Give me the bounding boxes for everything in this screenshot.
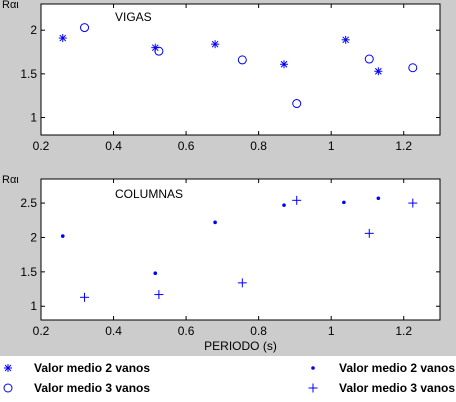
x-tick-label: 0.8	[250, 324, 267, 338]
x-tick-label: 1	[328, 324, 335, 338]
plus-marker-icon	[308, 383, 318, 393]
data-point-asterisk	[374, 67, 383, 76]
y-tick-label: 1	[30, 111, 37, 125]
x-tick-label: 0.6	[178, 139, 195, 153]
data-point-asterisk-stroke	[151, 44, 159, 52]
legend: Valor medio 2 vanos Valor medio 3 vanos …	[0, 356, 456, 402]
data-point-dot	[60, 234, 65, 238]
x-axis-label: PERIODO (s)	[204, 339, 277, 353]
data-point-circle	[364, 54, 374, 64]
y-tick-label: 1.5	[20, 265, 37, 279]
data-point-asterisk-stroke	[374, 67, 382, 75]
panel-annotation: COLUMNAS	[115, 187, 183, 201]
data-point-dot	[213, 220, 217, 225]
x-tick-label: 1	[328, 139, 335, 153]
data-point-asterisk-stroke	[59, 34, 67, 42]
y-tick-label: 2	[30, 23, 37, 37]
vigas-panel: 0.2 0.4 0.6 0.8 1 1.2 1 1.5 2 Rαι VIGAS	[2, 0, 441, 153]
legend-item-plus: Valor medio 3 vanos	[305, 379, 455, 397]
circle-marker-icon	[3, 383, 13, 393]
data-point-plus	[154, 290, 164, 300]
data-point-asterisk	[341, 35, 350, 44]
dot-marker-icon	[311, 366, 315, 370]
x-tick-label: 0.2	[33, 324, 50, 338]
data-point-plus	[364, 228, 374, 238]
data-point-dot	[342, 200, 346, 205]
y-tick-label: 1	[30, 299, 37, 313]
x-tick-label: 0.6	[178, 324, 195, 338]
data-point-asterisk-stroke	[211, 40, 219, 48]
legend-item-asterisk: Valor medio 2 vanos	[0, 359, 150, 377]
data-point-asterisk-stroke	[342, 36, 350, 44]
data-point-dot	[282, 203, 286, 207]
legend-item-circle: Valor medio 3 vanos	[0, 379, 150, 397]
data-point-plus	[237, 278, 247, 288]
data-point-circle	[292, 99, 302, 109]
data-point-asterisk	[280, 60, 289, 69]
y-tick-label: 1.5	[20, 67, 37, 81]
x-tick-label: 0.4	[105, 139, 122, 153]
plot-area	[40, 178, 441, 321]
data-point-circle	[237, 55, 247, 65]
y-axis-label: Rαι	[2, 174, 19, 186]
legend-label: Valor medio 3 vanos	[339, 381, 456, 395]
x-tick-label: 0.8	[250, 139, 267, 153]
y-axis-label: Rαι	[2, 0, 19, 11]
legend-item-dot: Valor medio 2 vanos	[305, 359, 455, 377]
data-point-asterisk	[211, 40, 220, 49]
data-point-plus	[80, 292, 90, 302]
y-tick-label: 2.5	[20, 196, 37, 210]
data-point-asterisk	[58, 34, 67, 43]
data-point-asterisk-stroke	[280, 60, 288, 68]
data-point-circle	[408, 63, 418, 73]
data-point-dot	[153, 271, 158, 276]
data-point-circle	[80, 23, 90, 33]
data-point-plus	[292, 195, 302, 205]
legend-label: Valor medio 2 vanos	[339, 361, 456, 375]
data-point-plus	[408, 198, 418, 208]
data-point-circle	[154, 46, 164, 56]
y-tick-label: 2	[30, 230, 37, 244]
asterisk-marker-icon	[4, 364, 12, 372]
data-point-dot	[376, 196, 381, 201]
plot-area	[40, 3, 441, 136]
legend-label: Valor medio 2 vanos	[34, 361, 151, 375]
x-tick-label: 1.2	[395, 139, 412, 153]
panel-annotation: VIGAS	[115, 10, 152, 24]
x-tick-label: 0.4	[105, 324, 122, 338]
x-tick-label: 1.2	[395, 324, 412, 338]
legend-label: Valor medio 3 vanos	[34, 381, 151, 395]
x-tick-label: 0.2	[33, 139, 50, 153]
